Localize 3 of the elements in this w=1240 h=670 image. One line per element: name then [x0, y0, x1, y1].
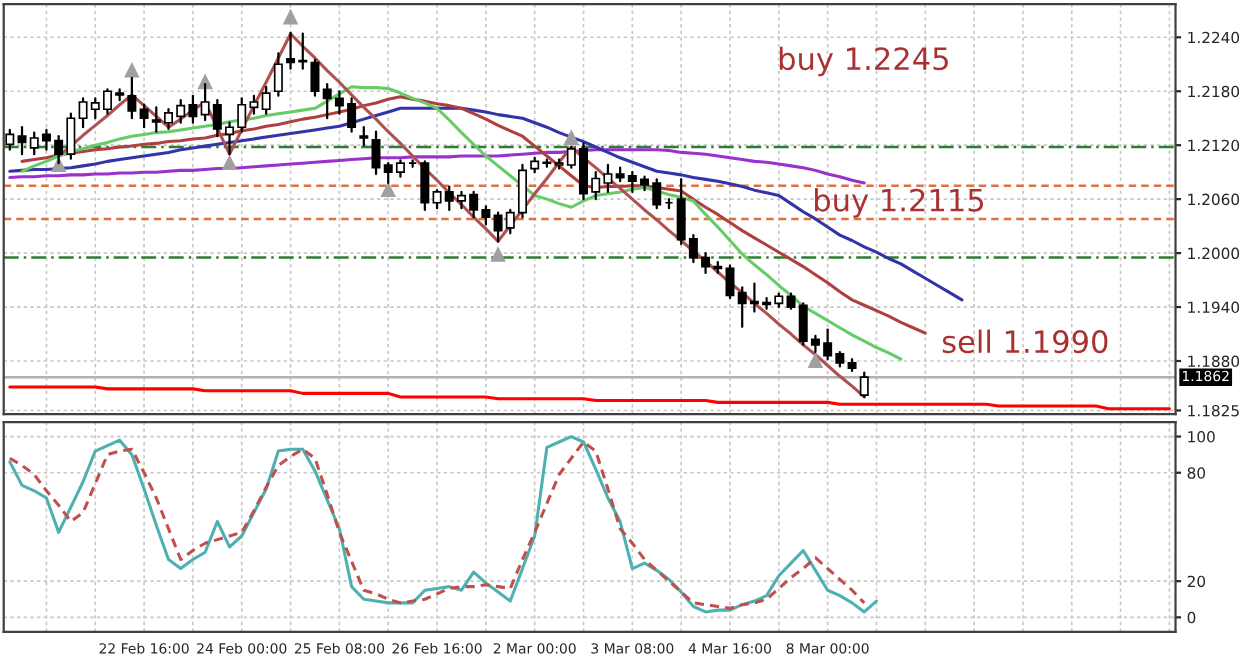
annotation: sell 1.1990: [942, 329, 1108, 354]
annotation: buy 1.2245: [779, 46, 948, 77]
annotation: buy 1.2115: [815, 188, 984, 218]
